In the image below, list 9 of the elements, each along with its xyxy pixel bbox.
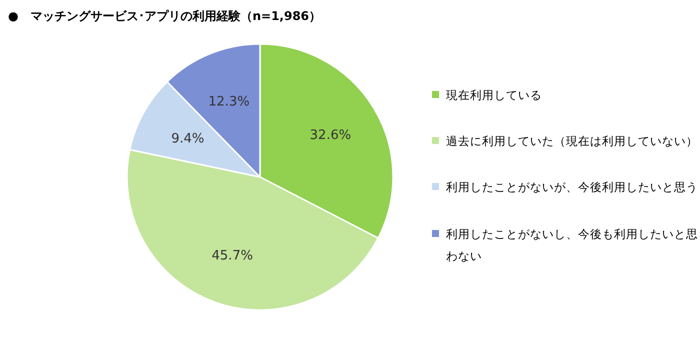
data-label: 32.6% bbox=[310, 128, 352, 144]
data-label: 9.4% bbox=[171, 131, 204, 146]
legend-label: 利用したことがないし、今後も利用したいと思わない bbox=[446, 227, 698, 263]
data-label: 12.3% bbox=[208, 94, 250, 110]
legend-label: 過去に利用していた（現在は利用していない） bbox=[446, 134, 698, 148]
chart-title: ● マッチングサービス･アプリの利用経験（n=1,986） bbox=[8, 9, 322, 23]
legend-label: 現在利用している bbox=[446, 88, 542, 102]
legend-label: 利用したことがないが、今後利用したいと思う bbox=[446, 180, 698, 194]
data-label: 45.7% bbox=[212, 248, 253, 264]
